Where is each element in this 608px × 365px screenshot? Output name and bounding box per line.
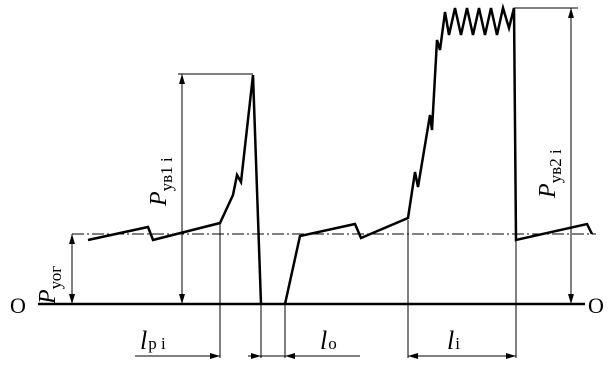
- l-o-label: lо: [320, 326, 337, 355]
- p-yog-dimension: [69, 234, 75, 304]
- p-yv1-label: Pув1 i: [146, 157, 176, 207]
- origin-right-label: O: [588, 293, 604, 318]
- p-yog-label: Pуог: [35, 266, 65, 305]
- p-yv2-dimension: [568, 8, 574, 304]
- p-yv2-label: Pув2 i: [535, 149, 565, 199]
- l-pi-label: lр i: [140, 326, 166, 355]
- l-pi-dimension: [135, 353, 220, 359]
- load-curve-segment-2: [283, 3, 594, 305]
- origin-left-label: O: [10, 293, 26, 318]
- l-i-label: li: [447, 326, 460, 355]
- p-yv1-dimension: [179, 74, 185, 304]
- load-curve-segment-1: [87, 74, 263, 305]
- l-i-dimension: [408, 353, 516, 359]
